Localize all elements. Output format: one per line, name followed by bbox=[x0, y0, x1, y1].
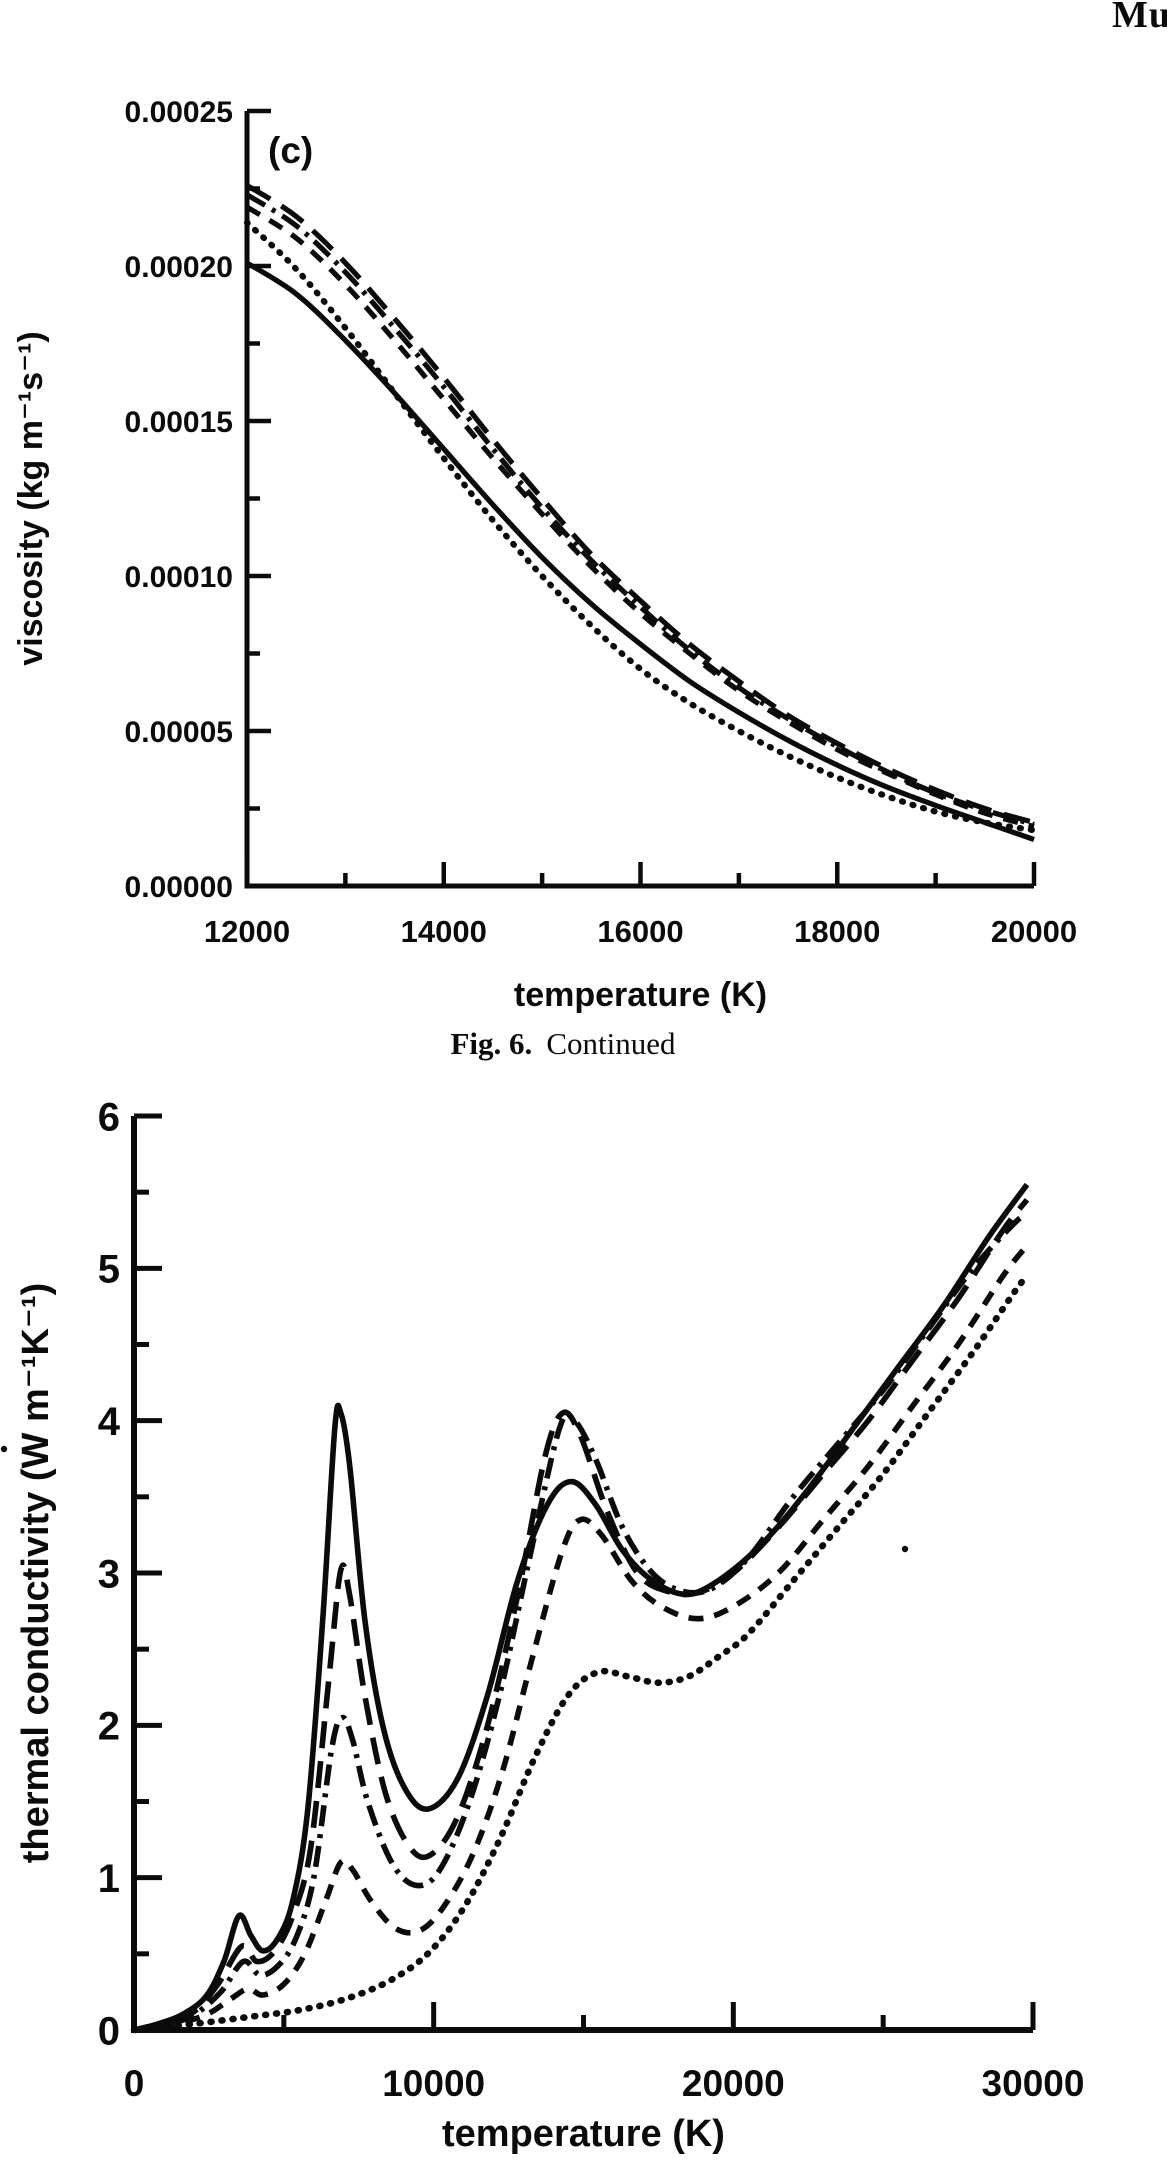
y-tick-label: 0 bbox=[98, 2009, 120, 2053]
series-dash-dot-curve bbox=[245, 192, 1035, 828]
x-tick-label: 14000 bbox=[401, 914, 487, 949]
y-tick-label: 0.00005 bbox=[125, 716, 233, 749]
series-solid-curve bbox=[245, 260, 1035, 842]
scan-artifact-dot bbox=[901, 1545, 909, 1553]
series-dotted-curve bbox=[243, 219, 1038, 834]
y-tick-label: 0.00015 bbox=[125, 406, 233, 439]
y-tick-label: 0.00000 bbox=[125, 871, 233, 904]
x-tick-label: 20000 bbox=[682, 2063, 785, 2104]
figure-caption: Fig. 6. Continued bbox=[163, 1026, 963, 1062]
series-long-dash-curve bbox=[133, 1198, 1030, 2033]
x-tick-label: 10000 bbox=[382, 2063, 485, 2104]
figure-caption-label: Fig. 6. bbox=[450, 1026, 533, 1061]
series-medium-dash-curve bbox=[133, 1243, 1030, 2033]
series-dash-dot-curve bbox=[133, 1212, 1029, 2033]
chart-thermal-conductivity: 0 10000 20000 30000 0 1 2 3 4 5 6 temperature (K) th… bbox=[15, 1095, 1084, 2155]
axes-frame bbox=[244, 111, 1034, 889]
y-tick-label: 6 bbox=[98, 1095, 120, 1139]
x-tick-label: 18000 bbox=[794, 914, 880, 949]
y-tick-label: 0.00020 bbox=[125, 251, 233, 284]
series-dotted-curve bbox=[130, 1272, 1031, 2034]
x-tick-label: 30000 bbox=[982, 2063, 1085, 2104]
y-tick-label: 4 bbox=[98, 1400, 121, 1444]
y-tick-label: 0.00010 bbox=[125, 561, 233, 594]
x-axis-title: temperature (K) bbox=[514, 976, 767, 1014]
x-tick-label: 12000 bbox=[204, 914, 290, 949]
x-tick-label: 0 bbox=[124, 2063, 145, 2104]
series-long-dash-curve bbox=[245, 183, 1035, 825]
series-solid-curve bbox=[133, 1182, 1030, 2033]
axes-frame bbox=[131, 1116, 1033, 2033]
y-tick-label: 2 bbox=[98, 1705, 120, 1749]
page-header-fragment: Mu bbox=[1112, 0, 1167, 36]
x-axis-title: temperature (K) bbox=[442, 2113, 725, 2155]
y-tick-label: 3 bbox=[98, 1552, 120, 1596]
panel-label: (c) bbox=[268, 130, 313, 171]
scan-artifact-dot bbox=[0, 1445, 8, 1453]
y-tick-label: 5 bbox=[98, 1248, 120, 1292]
y-axis-title: viscosity (kg m⁻¹s⁻¹) bbox=[12, 331, 50, 665]
chart-viscosity: 12000 14000 16000 18000 20000 0.00000 0.00005 0… bbox=[12, 96, 1077, 1014]
x-tick-label: 16000 bbox=[597, 914, 683, 949]
y-tick-label: 1 bbox=[98, 1857, 120, 1901]
series-medium-dash-curve bbox=[245, 204, 1035, 830]
y-axis-title: thermal conductivity (W m⁻¹K⁻¹) bbox=[15, 1283, 57, 1864]
figure-caption-text: Continued bbox=[546, 1026, 676, 1061]
y-tick-label: 0.00025 bbox=[125, 96, 233, 129]
x-tick-label: 20000 bbox=[991, 914, 1077, 949]
